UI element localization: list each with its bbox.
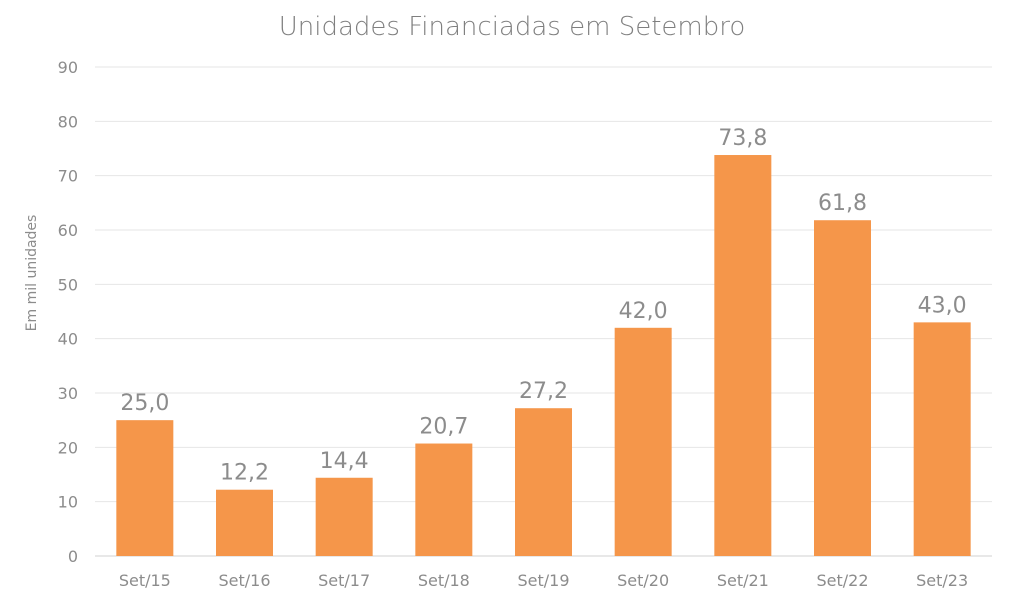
- y-tick-label: 80: [58, 112, 78, 131]
- bar: [415, 443, 473, 556]
- y-tick-label: 50: [58, 275, 78, 294]
- y-tick-label: 40: [58, 330, 78, 349]
- data-label: 73,8: [718, 126, 767, 151]
- bar: [913, 322, 971, 556]
- x-tick-label: Set/19: [517, 571, 569, 590]
- bar: [814, 220, 871, 556]
- y-tick-label: 10: [58, 493, 78, 512]
- x-tick-label: Set/23: [916, 571, 968, 590]
- x-tick-label: Set/22: [816, 571, 868, 590]
- x-tick-label: Set/20: [617, 571, 669, 590]
- x-tick-label: Set/18: [418, 571, 470, 590]
- bar: [216, 489, 273, 556]
- x-tick-labels: Set/15 Set/16 Set/17 Set/18 Set/19 Set/20 Set/…: [119, 571, 968, 590]
- y-tick-label: 20: [58, 438, 78, 457]
- data-label: 25,0: [120, 391, 169, 416]
- bar: [515, 408, 572, 556]
- data-label: 27,2: [519, 379, 568, 404]
- data-label: 12,2: [220, 461, 269, 486]
- x-tick-label: Set/16: [218, 571, 270, 590]
- x-tick-label: Set/15: [119, 571, 171, 590]
- y-tick-label: 60: [58, 221, 78, 240]
- data-label: 43,0: [918, 293, 967, 318]
- data-labels: 25,0 12,2 14,4 20,7 27,2 42,0 73,8 61,8 43,0: [120, 126, 966, 486]
- bars: [116, 155, 971, 556]
- bar: [116, 420, 174, 556]
- x-tick-label: Set/17: [318, 571, 370, 590]
- data-label: 14,4: [320, 449, 369, 474]
- bar: [614, 327, 672, 556]
- chart-title: Unidades Financiadas em Setembro: [278, 12, 746, 42]
- bar: [315, 477, 373, 556]
- data-label: 20,7: [419, 415, 468, 440]
- y-tick-labels: 0 10 20 30 40 50 60 70 80 90: [58, 58, 78, 566]
- bar: [714, 155, 772, 556]
- y-tick-label: 90: [58, 58, 78, 77]
- data-label: 42,0: [619, 299, 668, 324]
- x-tick-label: Set/21: [717, 571, 769, 590]
- y-tick-label: 0: [68, 547, 78, 566]
- y-tick-label: 30: [58, 384, 78, 403]
- data-label: 61,8: [818, 191, 867, 216]
- y-tick-label: 70: [58, 167, 78, 186]
